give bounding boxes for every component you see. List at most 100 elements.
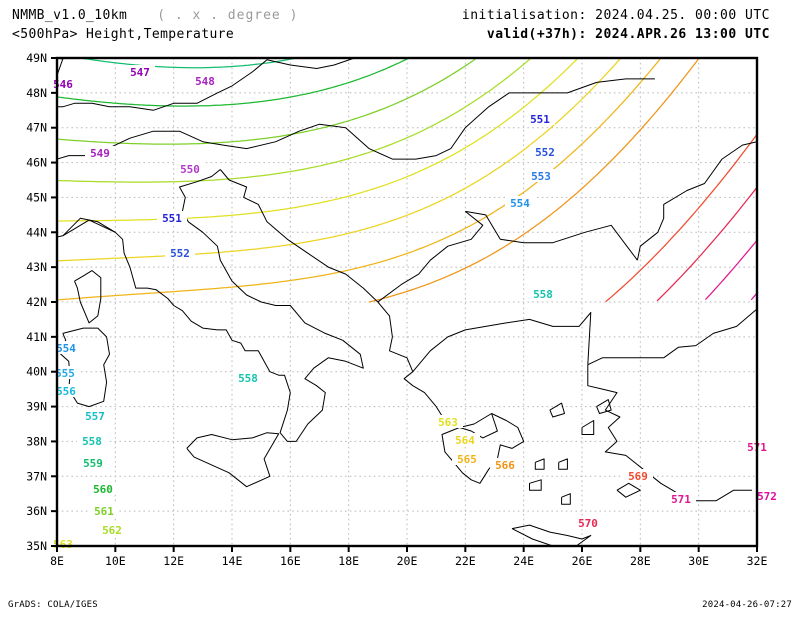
label-halo [78, 456, 108, 469]
contour-label-558: 558 [528, 287, 558, 301]
contour-label-569: 569 [623, 469, 653, 483]
label-text: 561 [94, 505, 114, 518]
y-axis-tick-label: 42N [26, 295, 47, 309]
coastline-segment [459, 413, 498, 439]
label-halo [666, 492, 696, 505]
contour-label-566: 566 [490, 458, 520, 472]
coastline-segment [587, 308, 757, 366]
coastline-segment [74, 270, 102, 324]
label-halo [175, 162, 205, 175]
label-text: 570 [578, 517, 598, 530]
label-text: 563 [438, 416, 458, 429]
contour-line-560 [57, 58, 411, 107]
coastline-segment [616, 482, 641, 498]
render-timestamp: 2024-04-26-07:27 [702, 600, 792, 610]
contour-label-556: 556 [51, 384, 81, 398]
y-axis-tick-label: 45N [26, 190, 47, 204]
y-axis-tick-label: 43N [26, 260, 47, 274]
grads-credit: GrADS: COLA/IGES [8, 600, 98, 610]
contour-label-563: 563 [48, 537, 78, 551]
label-text: 565 [457, 453, 477, 466]
contour-value-labels: 546 547 548 549 550 551 551 552 552 553 554 554 555 5… [48, 65, 782, 551]
y-axis-tick-label: 47N [26, 121, 47, 135]
label-text: 551 [530, 113, 550, 126]
label-text: 556 [56, 385, 76, 398]
coastline-segment [377, 211, 484, 303]
contour-label-546: 546 [48, 77, 78, 91]
coastline-segment [62, 169, 364, 442]
label-text: 571 [671, 493, 691, 506]
label-halo [433, 415, 463, 428]
label-halo [157, 211, 187, 224]
contour-line-569 [605, 133, 757, 302]
contour-line-564 [57, 58, 622, 262]
contour-line-563 [57, 58, 579, 222]
contour-line-559 [76, 58, 300, 69]
contour-label-561: 561 [89, 504, 119, 518]
label-text: 551 [162, 212, 182, 225]
coastline-segment [57, 217, 116, 238]
model-name: NMMB_v1.0_10km [12, 8, 128, 23]
contour-label-552: 552 [165, 246, 195, 260]
label-halo [490, 458, 520, 471]
contour-label-558: 558 [77, 434, 107, 448]
y-axis-labels: 35N 36N 37N 38N 39N 40N 41N 42N 43N 44N 45N 46N 47N 4… [26, 51, 47, 553]
contour-label-571: 571 [666, 492, 696, 506]
label-text: 547 [130, 66, 150, 79]
x-axis-tick-label: 22E [455, 554, 476, 568]
contour-label-550: 550 [175, 162, 205, 176]
coastline-segment [465, 210, 638, 261]
model-title-row: NMMB_v1.0_10km ( . x . degree ) [12, 6, 298, 25]
coastline-segment [587, 364, 757, 502]
label-halo [233, 371, 263, 384]
y-axis-tick-label: 38N [26, 434, 47, 448]
contour-label-554: 554 [505, 196, 535, 210]
x-axis-tick-label: 14E [222, 554, 243, 568]
label-text: 552 [535, 146, 555, 159]
label-text: 553 [531, 170, 551, 183]
label-halo [450, 433, 480, 446]
coastline-segment [581, 420, 595, 435]
label-text: 558 [238, 372, 258, 385]
contour-label-554: 554 [51, 341, 81, 355]
chart-footer: GrADS: COLA/IGES 2024-04-26-07:27 [0, 596, 800, 610]
x-axis-tick-label: 20E [397, 554, 418, 568]
contour-label-562: 562 [97, 523, 127, 537]
contour-label-560: 560 [88, 482, 118, 496]
label-text: 569 [628, 470, 648, 483]
label-text: 548 [195, 75, 215, 88]
x-axis-tick-label: 24E [513, 554, 534, 568]
label-text: 554 [56, 342, 76, 355]
chart-header: NMMB_v1.0_10km ( . x . degree ) <500hPa> … [0, 0, 800, 56]
y-axis-tick-label: 40N [26, 365, 47, 379]
contour-line-566 [368, 58, 701, 303]
label-text: 564 [455, 434, 475, 447]
x-axis-tick-label: 8E [50, 554, 64, 568]
coastline-segment [57, 327, 110, 408]
label-halo [85, 146, 115, 159]
contour-label-570: 570 [573, 516, 603, 530]
header-right-block: initialisation: 2024.04.25. 00:00 UTC va… [462, 6, 770, 44]
model-resolution-note: ( . x . degree ) [157, 8, 299, 23]
y-axis-tick-label: 44N [26, 225, 47, 239]
contour-label-551: 551 [157, 211, 187, 225]
label-halo [89, 504, 119, 517]
x-axis-tick-label: 26E [572, 554, 593, 568]
label-halo [573, 516, 603, 529]
contour-label-563: 563 [433, 415, 463, 429]
contour-label-549: 549 [85, 146, 115, 160]
label-halo [752, 489, 782, 502]
label-text: 554 [510, 197, 530, 210]
y-axis-tick-label: 36N [26, 504, 47, 518]
label-halo [526, 169, 556, 182]
y-axis-tick-label: 48N [26, 86, 47, 100]
label-halo [528, 287, 558, 300]
label-text: 557 [85, 410, 105, 423]
axis-ticks [51, 57, 758, 552]
contour-line-565 [57, 58, 662, 301]
coastline-layer [57, 58, 757, 546]
contour-label-558: 558 [233, 371, 263, 385]
label-text: 552 [170, 247, 190, 260]
coastline-segment [596, 399, 612, 414]
